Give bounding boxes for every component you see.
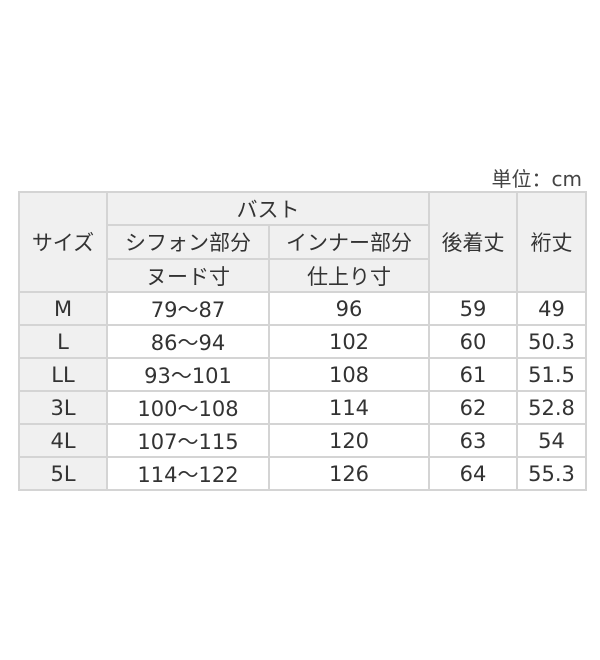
chiffon-cell: 107〜115: [106, 423, 270, 458]
size-cell: M: [18, 291, 108, 326]
chiffon-cell: 86〜94: [106, 324, 270, 359]
inner-cell: 96: [268, 291, 430, 326]
back-length-cell: 60: [428, 324, 518, 359]
table-row: LL 93〜101 108 61 51.5: [18, 357, 587, 392]
sleeve-length-cell: 55.3: [516, 456, 587, 491]
header-bust: バスト: [106, 191, 430, 226]
back-length-cell: 64: [428, 456, 518, 491]
back-length-cell: 63: [428, 423, 518, 458]
header-finished: 仕上り寸: [268, 258, 430, 293]
back-length-cell: 59: [428, 291, 518, 326]
size-chart-table: サイズ バスト 後着丈 裄丈 シフォン部分 インナー部分 ヌード寸 仕上り寸 M…: [18, 191, 587, 491]
inner-cell: 126: [268, 456, 430, 491]
inner-cell: 108: [268, 357, 430, 392]
sleeve-length-cell: 49: [516, 291, 587, 326]
table-row: L 86〜94 102 60 50.3: [18, 324, 587, 359]
sleeve-length-cell: 54: [516, 423, 587, 458]
header-nude: ヌード寸: [106, 258, 270, 293]
header-chiffon: シフォン部分: [106, 224, 270, 260]
header-sleeve-length: 裄丈: [516, 191, 587, 293]
sleeve-length-cell: 51.5: [516, 357, 587, 392]
inner-cell: 102: [268, 324, 430, 359]
back-length-cell: 62: [428, 390, 518, 425]
back-length-cell: 61: [428, 357, 518, 392]
table-row: 4L 107〜115 120 63 54: [18, 423, 587, 458]
unit-label: 単位：cm: [491, 167, 582, 191]
size-cell: 4L: [18, 423, 108, 458]
size-cell: LL: [18, 357, 108, 392]
inner-cell: 120: [268, 423, 430, 458]
chiffon-cell: 100〜108: [106, 390, 270, 425]
header-back-length: 後着丈: [428, 191, 518, 293]
chiffon-cell: 79〜87: [106, 291, 270, 326]
table-row: 3L 100〜108 114 62 52.8: [18, 390, 587, 425]
table-row: M 79〜87 96 59 49: [18, 291, 587, 326]
size-cell: L: [18, 324, 108, 359]
sleeve-length-cell: 52.8: [516, 390, 587, 425]
size-cell: 3L: [18, 390, 108, 425]
table-row: 5L 114〜122 126 64 55.3: [18, 456, 587, 491]
chiffon-cell: 93〜101: [106, 357, 270, 392]
sleeve-length-cell: 50.3: [516, 324, 587, 359]
header-size: サイズ: [18, 191, 108, 293]
chiffon-cell: 114〜122: [106, 456, 270, 491]
header-inner: インナー部分: [268, 224, 430, 260]
size-cell: 5L: [18, 456, 108, 491]
inner-cell: 114: [268, 390, 430, 425]
